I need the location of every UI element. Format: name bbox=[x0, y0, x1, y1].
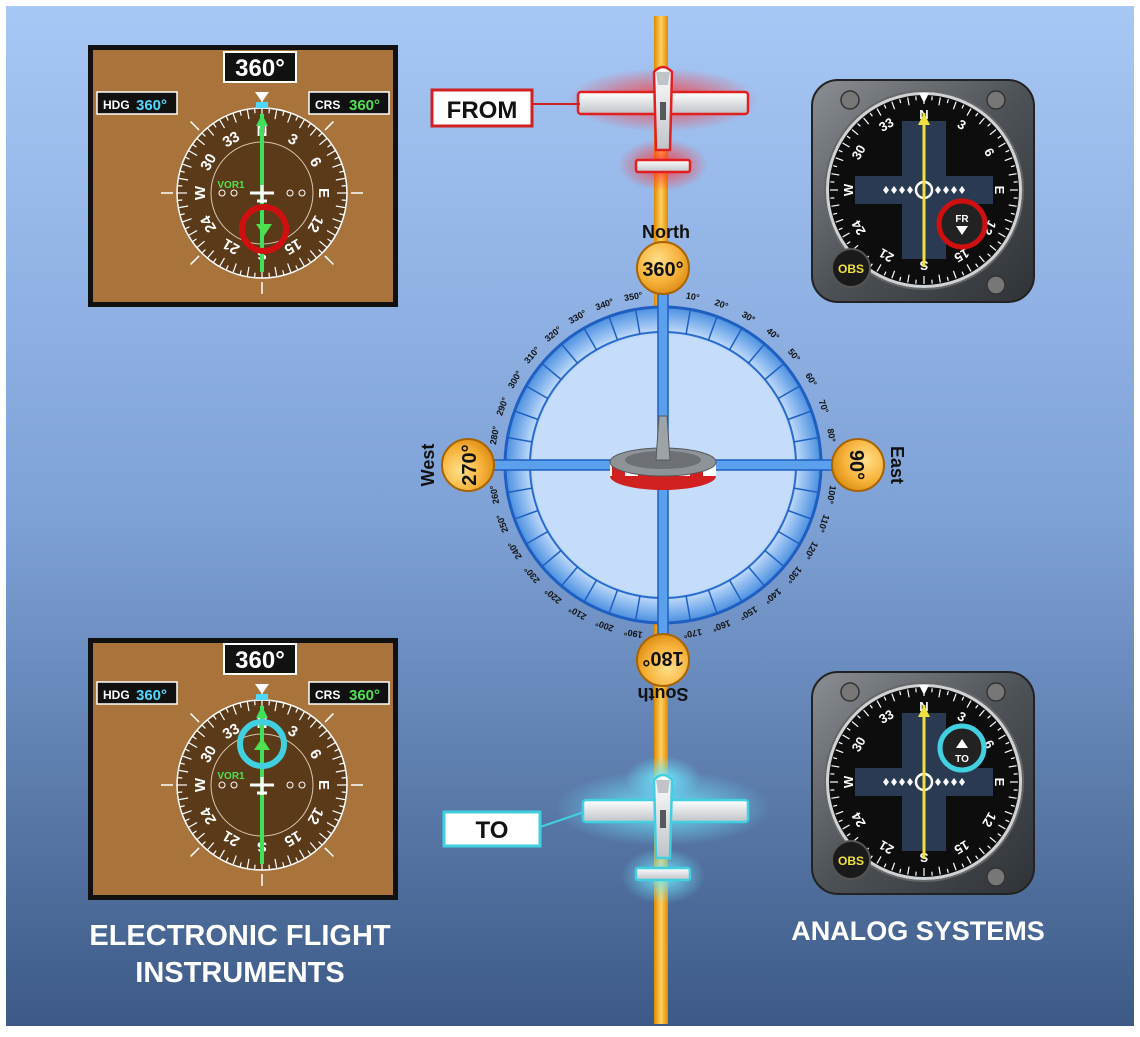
north-value: 360° bbox=[642, 259, 683, 281]
obs-knob-bottom-label: OBS bbox=[838, 854, 864, 868]
efis-top-crs-label: CRS bbox=[315, 98, 340, 112]
east-label: East bbox=[887, 446, 907, 484]
screw-icon bbox=[841, 91, 859, 109]
caption-electronic-line1: ELECTRONIC FLIGHT bbox=[89, 920, 391, 952]
efis-bottom-hdg-label: HDG bbox=[103, 688, 130, 702]
efis-hsi-bottom: 360° HDG 360° CRS 360° N36E1215S2124W303… bbox=[88, 638, 398, 900]
analog-top-flag: FR bbox=[955, 214, 969, 225]
hsi-dial-label: E bbox=[315, 780, 332, 790]
efis-bottom-hdg-value: 360° bbox=[136, 687, 167, 704]
north-label: North bbox=[642, 222, 690, 242]
south-value: 180° bbox=[642, 647, 683, 669]
analog-bottom-flag: TO bbox=[955, 754, 969, 765]
efis-top-crs-value: 360° bbox=[349, 97, 380, 114]
west-value: 270° bbox=[459, 444, 481, 485]
vor-dial-label: E bbox=[992, 778, 1007, 787]
analog-vor-bottom: N36E1215S2124W3033 TO OBS bbox=[812, 672, 1034, 894]
east-orb: 90° bbox=[832, 439, 884, 491]
screw-icon bbox=[987, 91, 1005, 109]
screw-icon bbox=[987, 868, 1005, 886]
obs-knob-top-label: OBS bbox=[838, 262, 864, 276]
hsi-dial-label: E bbox=[315, 188, 332, 198]
efis-bottom-crs-label: CRS bbox=[315, 688, 340, 702]
efis-bottom-nav-source: VOR1 bbox=[217, 771, 245, 782]
west-orb: 270° bbox=[442, 439, 494, 491]
hsi-dial-label: W bbox=[192, 185, 209, 200]
efis-top-hdg-value: 360° bbox=[136, 97, 167, 114]
south-label: South bbox=[638, 684, 689, 704]
efis-bottom-crs-value: 360° bbox=[349, 687, 380, 704]
screw-icon bbox=[841, 683, 859, 701]
efis-hsi-top: 360° HDG 360° CRS 360° N36E1215S2124W303… bbox=[88, 45, 398, 307]
north-orb: 360° bbox=[637, 242, 689, 294]
efis-top-course-box: 360° bbox=[235, 55, 285, 82]
caption-electronic-line2: INSTRUMENTS bbox=[135, 957, 344, 989]
efis-top-hdg-label: HDG bbox=[103, 98, 130, 112]
efis-top-nav-source: VOR1 bbox=[217, 180, 245, 191]
from-label: FROM bbox=[447, 97, 518, 124]
heading-bug-icon bbox=[256, 694, 268, 700]
caption-analog: ANALOG SYSTEMS bbox=[791, 916, 1045, 946]
vor-dial-label: W bbox=[841, 183, 856, 196]
heading-bug-icon bbox=[256, 102, 268, 108]
vor-dial-label: W bbox=[841, 775, 856, 788]
west-label: West bbox=[418, 444, 438, 487]
screw-icon bbox=[987, 683, 1005, 701]
vor-dial-label: E bbox=[992, 186, 1007, 195]
east-value: 90° bbox=[845, 450, 867, 480]
analog-vor-top: N36E1215S2124W3033 FR OBS bbox=[812, 80, 1034, 302]
south-orb: 180° bbox=[637, 634, 689, 686]
to-label: TO bbox=[476, 817, 509, 844]
screw-icon bbox=[987, 276, 1005, 294]
hsi-dial-label: W bbox=[192, 777, 209, 792]
efis-bottom-course-box: 360° bbox=[235, 647, 285, 674]
